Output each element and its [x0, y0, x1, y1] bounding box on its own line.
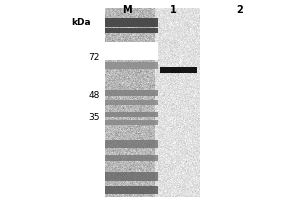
Text: kDa: kDa	[71, 18, 91, 27]
Text: 2: 2	[237, 5, 243, 15]
Text: 72: 72	[88, 53, 100, 62]
Text: 35: 35	[88, 112, 100, 121]
Text: 1: 1	[169, 5, 176, 15]
Text: 48: 48	[88, 90, 100, 99]
Text: M: M	[122, 5, 132, 15]
